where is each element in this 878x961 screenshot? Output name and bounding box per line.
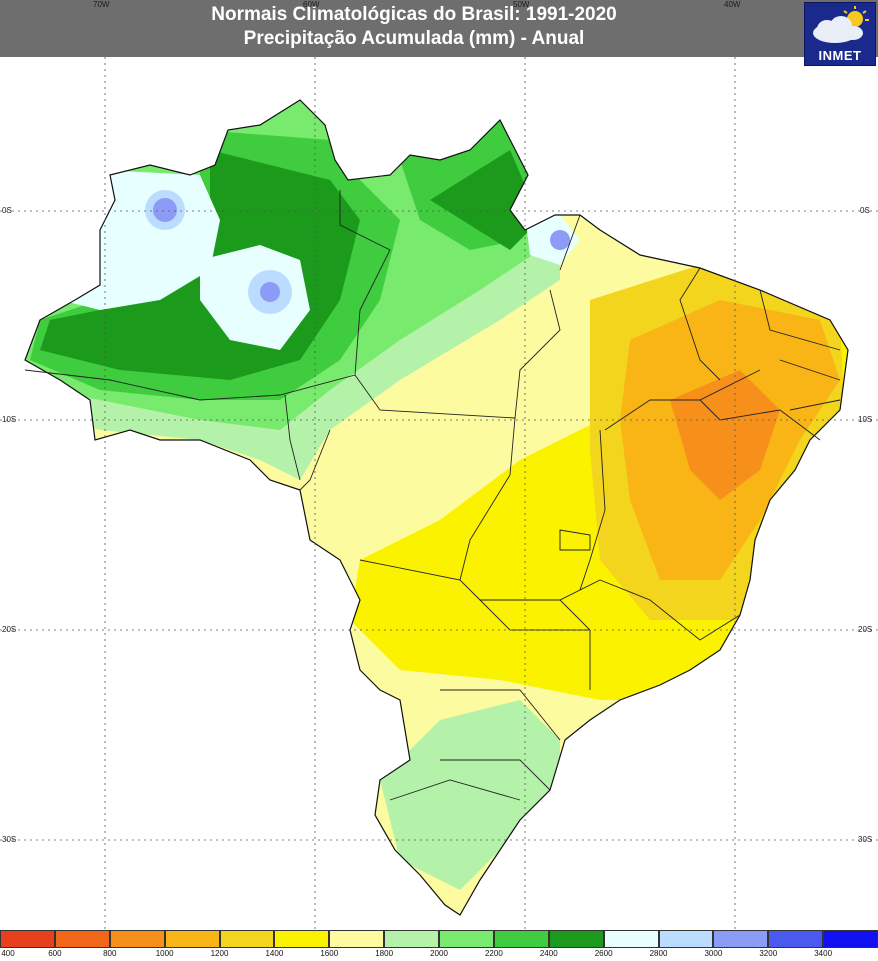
map-subtitle: Precipitação Acumulada (mm) - Anual <box>243 28 585 49</box>
lon-tick-70w: 70W <box>93 0 110 9</box>
colorbar-segment <box>768 930 824 948</box>
brazil-border <box>24 99 849 916</box>
colorbar-segment <box>493 930 549 948</box>
map-area: 0S 0S 10S 10S 20S 20S 30S 30S <box>0 57 878 929</box>
lon-tick-50w: 50W <box>513 0 530 9</box>
colorbar-segment <box>54 930 110 948</box>
colorbar-tick-label: 1600 <box>320 949 339 958</box>
colorbar-segment <box>219 930 275 948</box>
colorbar-tick-label: 1200 <box>210 949 229 958</box>
colorbar-segment <box>658 930 714 948</box>
graticule <box>0 57 878 929</box>
lon-tick-40w: 40W <box>724 0 741 9</box>
colorbar-segment <box>713 930 769 948</box>
colorbar-segment <box>109 930 165 948</box>
lon-tick-60w: 60W <box>303 0 320 9</box>
lat-tick-20s-right: 20S <box>858 625 873 634</box>
colorbar-segment <box>548 930 604 948</box>
colorbar-segment <box>274 930 330 948</box>
precipitation-colorbar <box>0 930 878 948</box>
colorbar-tick-label: 800 <box>103 949 117 958</box>
colorbar-tick-label: 3000 <box>704 949 723 958</box>
colorbar-segment <box>603 930 659 948</box>
cloud-sun-icon <box>813 6 869 43</box>
colorbar-tick-label: 400 <box>1 949 15 958</box>
logo-label: INMET <box>818 48 862 63</box>
colorbar-tick-label: 2000 <box>430 949 448 958</box>
lat-tick-0s-right: 0S <box>860 206 870 215</box>
colorbar-segment <box>329 930 385 948</box>
colorbar-tick-label: 2600 <box>594 949 613 958</box>
lat-tick-0s-left: 0S <box>2 206 12 215</box>
colorbar-segment <box>384 930 439 948</box>
lat-tick-10s-right: 10S <box>858 415 873 424</box>
colorbar-tick-label: 1800 <box>375 949 394 958</box>
precipitation-fill <box>25 100 848 915</box>
inmet-logo: INMET <box>804 2 876 66</box>
state-boundaries <box>24 190 841 801</box>
colorbar-tick-label: 1000 <box>155 949 174 958</box>
colorbar-segment <box>439 930 494 948</box>
lat-tick-20s-left: 20S <box>2 625 17 634</box>
colorbar-tick-label: 600 <box>48 949 62 958</box>
lat-tick-30s-left: 30S <box>2 835 17 844</box>
precipitation-map <box>0 57 878 929</box>
colorbar-labels: 400 600 800 1000 1200 1400 1600 1800 2000 2200 240… <box>0 949 878 961</box>
colorbar-tick-label: 3200 <box>759 949 778 958</box>
colorbar-segment <box>823 930 878 948</box>
colorbar-tick-label: 3400 <box>814 949 833 958</box>
header-bar: Normais Climatológicas do Brasil: 1991-2… <box>0 0 878 57</box>
colorbar-segment <box>0 930 55 948</box>
colorbar-tick-label: 2800 <box>649 949 668 958</box>
lat-tick-10s-left: 10S <box>2 415 17 424</box>
colorbar-segment <box>164 930 220 948</box>
lat-tick-30s-right: 30S <box>858 835 873 844</box>
colorbar-tick-label: 1400 <box>265 949 284 958</box>
colorbar-tick-label: 2200 <box>484 949 503 958</box>
map-title: Normais Climatológicas do Brasil: 1991-2… <box>211 4 617 25</box>
colorbar-tick-label: 2400 <box>539 949 558 958</box>
